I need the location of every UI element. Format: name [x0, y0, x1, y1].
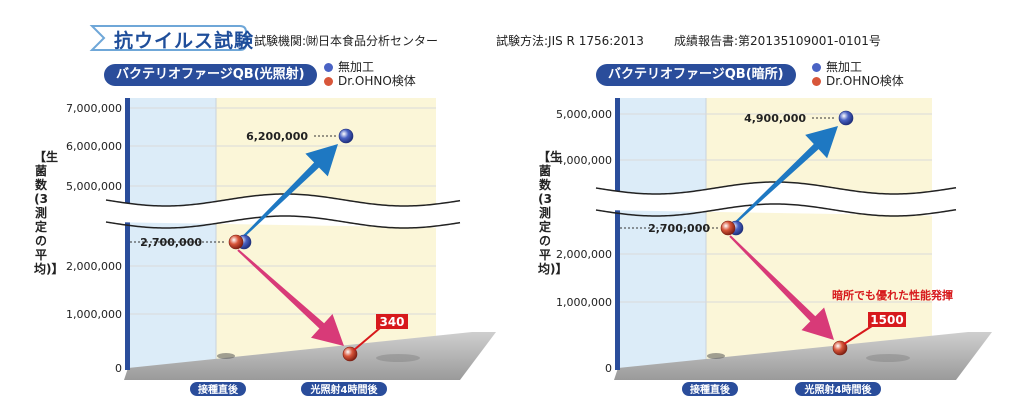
callout-leader — [843, 325, 873, 345]
y-tick-label: 2,000,000 — [556, 248, 612, 261]
point-untreated-end — [338, 128, 354, 144]
y-tick-label: 1,000,000 — [66, 308, 122, 321]
legend-untreated: 無加工 — [324, 60, 416, 74]
shadow — [707, 353, 725, 359]
y-tick-label: 1,000,000 — [556, 296, 612, 309]
y-tick-label: 2,000,000 — [66, 260, 122, 273]
legend-treated-marker — [812, 77, 821, 86]
value-label-treated-end: 1500 — [870, 313, 903, 327]
x-category-label: 光照射4時間後 — [310, 383, 379, 396]
floor — [124, 332, 496, 380]
tag-banner — [89, 25, 247, 51]
arrow-untreated — [241, 144, 338, 239]
axis-break-band — [106, 194, 460, 228]
x-category-pill — [301, 382, 387, 396]
legend-untreated-label: 無加工 — [338, 60, 375, 74]
chart-title: バクテリオファージQB(暗所) — [596, 64, 796, 86]
y-tick-label: 6,000,000 — [66, 140, 122, 153]
y-tick-label: 5,000,000 — [66, 180, 122, 193]
chart-light-plot: 0 1,000,000 2,000,000 5,000,000 6,000,000 7,0… — [66, 98, 496, 396]
legend-treated: Dr.OHNO検体 — [812, 74, 904, 88]
chart-light: バクテリオファージQB(光照射) 無加工 Dr.OHNO検体 【生菌数(3測定の… — [34, 58, 506, 402]
callout-box — [868, 312, 906, 327]
legend-treated: Dr.OHNO検体 — [324, 74, 416, 88]
shadow — [376, 354, 420, 362]
y-tick-label: 4,000,000 — [556, 154, 612, 167]
report-number: 成績報告書:第20135109001-0101号 — [674, 34, 881, 48]
axis-break-line-top — [105, 193, 461, 207]
point-treated-start — [720, 220, 736, 236]
y-axis — [615, 98, 620, 370]
tag-title: 抗ウイルス試験 — [114, 30, 255, 52]
bg-panel-before — [620, 98, 706, 368]
axis-break-line-bottom — [595, 203, 957, 217]
x-category-label: 接種直後 — [198, 383, 239, 396]
arrow-untreated — [733, 126, 838, 225]
chart-title: バクテリオファージQB(光照射) — [104, 64, 317, 86]
shadow — [866, 354, 910, 362]
annotation-note: 暗所でも優れた性能発揮 — [832, 288, 953, 302]
x-category-pill — [795, 382, 881, 396]
axis-break-line-bottom — [105, 215, 461, 229]
legend-untreated-marker — [812, 63, 821, 72]
legend-treated-label: Dr.OHNO検体 — [338, 74, 416, 88]
legend-untreated-label: 無加工 — [826, 60, 863, 74]
y-axis-label: 【生菌数(3測定の平均)】 — [538, 150, 568, 276]
callout-leader — [353, 327, 381, 351]
y-axis — [125, 98, 130, 370]
x-category-label: 接種直後 — [690, 383, 731, 396]
bg-panel-before — [130, 98, 216, 368]
y-tick-label: 7,000,000 — [66, 102, 122, 115]
test-method: 試験方法:JIS R 1756:2013 — [496, 34, 644, 48]
point-treated-end — [342, 346, 358, 362]
shadow — [217, 353, 235, 359]
value-label-untreated-end: 6,200,000 — [246, 130, 308, 143]
y-tick-label: 5,000,000 — [556, 108, 612, 121]
x-category-pill — [190, 382, 246, 396]
y-tick-label: 0 — [115, 362, 122, 375]
arrow-treated — [729, 235, 834, 340]
floor — [614, 332, 992, 380]
axis-break-band — [596, 182, 956, 216]
legend-treated-label: Dr.OHNO検体 — [826, 74, 904, 88]
x-category-label: 光照射4時間後 — [804, 383, 873, 396]
x-category-pill — [682, 382, 738, 396]
y-tick-label: 0 — [605, 362, 612, 375]
test-org: 試験機関:㈶日本食品分析センター — [254, 34, 439, 48]
page-header: 抗ウイルス試験 試験機関:㈶日本食品分析センター 試験方法:JIS R 1756… — [88, 24, 988, 54]
value-label-untreated-end: 4,900,000 — [744, 112, 806, 125]
legend: 無加工 Dr.OHNO検体 — [324, 60, 416, 88]
point-untreated-end — [838, 110, 854, 126]
arrow-treated — [237, 249, 344, 346]
point-treated-end — [832, 340, 848, 356]
chart-dark-plot: 0 1,000,000 2,000,000 4,000,000 5,000,000 2,7… — [556, 98, 992, 396]
value-label-start: 2,700,000 — [648, 222, 710, 235]
legend-untreated: 無加工 — [812, 60, 904, 74]
y-axis-label: 【生菌数(3測定の平均)】 — [34, 150, 64, 276]
value-label-treated-end: 340 — [379, 315, 404, 329]
legend-treated-marker — [324, 77, 333, 86]
callout-box — [376, 314, 408, 329]
chart-dark: バクテリオファージQB(暗所) 無加工 Dr.OHNO検体 【生菌数(3測定の平… — [522, 58, 992, 402]
legend: 無加工 Dr.OHNO検体 — [812, 60, 904, 88]
point-treated-start — [228, 234, 244, 250]
value-label-start: 2,700,000 — [140, 236, 202, 249]
legend-untreated-marker — [324, 63, 333, 72]
